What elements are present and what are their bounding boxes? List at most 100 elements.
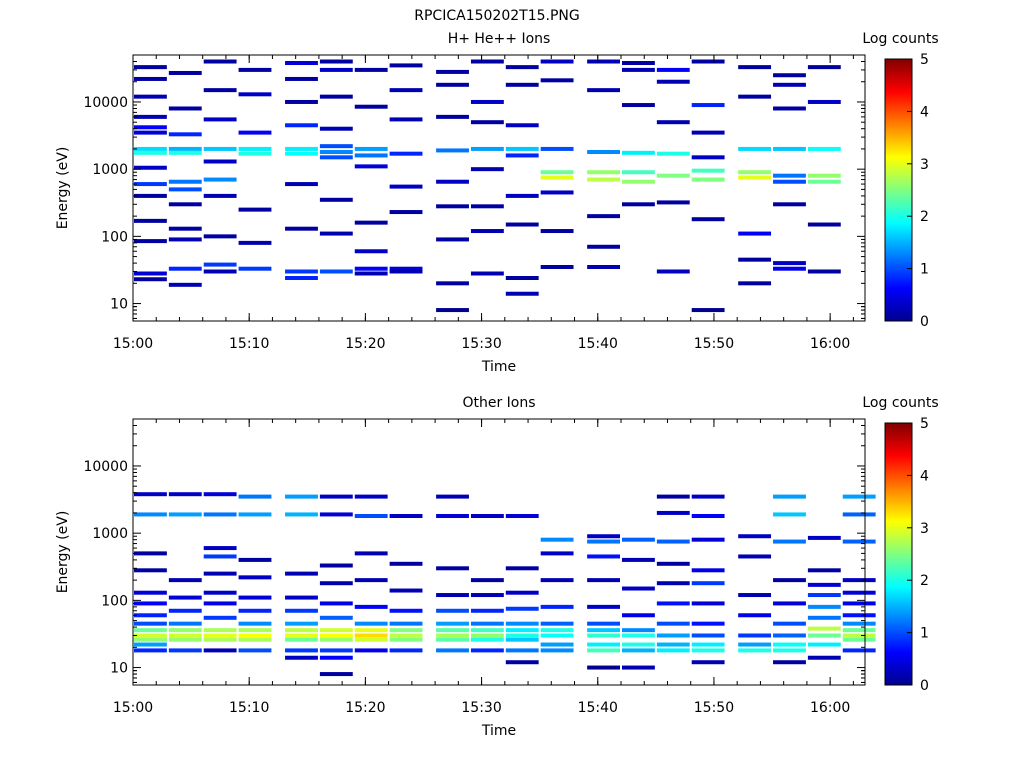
heatmap-cell xyxy=(203,546,237,551)
heatmap-cell xyxy=(168,150,202,155)
heatmap-cell xyxy=(470,167,504,172)
heatmap-cell xyxy=(389,621,423,626)
heatmap-cell xyxy=(285,571,318,576)
heatmap-cell xyxy=(622,103,655,108)
heatmap-cell xyxy=(587,177,620,182)
heatmap-cell xyxy=(319,563,353,568)
heatmap-cell xyxy=(505,65,539,70)
colorbar-label: Log counts xyxy=(862,395,938,411)
colorbar: 0 1 2 3 4 5 Log counts xyxy=(862,31,938,330)
heatmap-cell xyxy=(134,193,167,198)
heatmap-cell xyxy=(285,276,318,281)
heatmap-cell xyxy=(587,604,620,609)
heatmap-cell xyxy=(807,65,841,70)
heatmap-cell xyxy=(168,648,202,653)
heatmap-cell xyxy=(773,621,806,626)
heatmap-cell xyxy=(622,586,655,591)
heatmap-cell xyxy=(168,132,202,137)
heatmap-cell xyxy=(238,494,272,499)
heatmap-cell xyxy=(587,539,620,544)
heatmap-cell xyxy=(319,67,353,72)
heatmap-cell xyxy=(319,633,353,638)
heatmap-cell xyxy=(656,120,690,125)
heatmap-cell xyxy=(203,512,237,517)
heatmap-cell xyxy=(470,514,504,519)
x-tick-label: 15:40 xyxy=(578,700,618,716)
heatmap-cell xyxy=(738,554,772,559)
heatmap-cell xyxy=(773,642,806,647)
heatmap-cell xyxy=(470,648,504,653)
x-tick-label: 15:20 xyxy=(345,700,385,716)
heatmap-cell xyxy=(540,604,574,609)
heatmap-cell xyxy=(134,642,167,647)
heatmap-cell xyxy=(540,578,574,583)
heatmap-cell xyxy=(354,494,388,499)
heatmap-cell xyxy=(436,204,469,209)
heatmap-cell xyxy=(238,628,272,633)
heatmap-cell xyxy=(285,269,318,274)
heatmap-cell xyxy=(238,637,272,642)
heatmap-cell xyxy=(319,581,353,586)
heatmap-cell xyxy=(168,621,202,626)
heatmap-cell xyxy=(238,67,272,72)
panel-h-he-ions: H+ He++ Ions 15:00 15:10 15:20 15:30 15:40 15:… xyxy=(55,31,939,375)
heatmap-cell xyxy=(354,514,388,519)
heatmap-cell xyxy=(436,566,469,571)
heatmap-cell xyxy=(436,494,469,499)
heatmap-cell xyxy=(773,266,806,271)
heatmap-cell xyxy=(285,637,318,642)
heatmap-cell xyxy=(807,593,841,598)
heatmap-cell xyxy=(622,67,655,72)
heatmap-cell xyxy=(134,590,167,595)
heatmap-cell xyxy=(505,291,539,296)
y-tick-label: 10 xyxy=(110,661,128,677)
heatmap-cell xyxy=(622,537,655,542)
heatmap-cell xyxy=(773,633,806,638)
heatmap-cell xyxy=(168,282,202,287)
heatmap-cell xyxy=(505,566,539,571)
heatmap-cell xyxy=(470,204,504,209)
heatmap-cell xyxy=(168,608,202,613)
heatmap-cell xyxy=(134,94,167,99)
heatmap-cell xyxy=(505,660,539,665)
heatmap-cell xyxy=(285,512,318,517)
heatmap-cell xyxy=(238,130,272,135)
colorbar-tick-label: 4 xyxy=(920,468,929,484)
heatmap-cell xyxy=(842,539,876,544)
heatmap-cell xyxy=(203,159,237,164)
heatmap-cell xyxy=(436,637,469,642)
heatmap-cell xyxy=(738,170,772,175)
heatmap-cell xyxy=(354,551,388,556)
x-axis-label: Time xyxy=(481,359,516,375)
y-tick-label: 1000 xyxy=(92,526,128,542)
heatmap-cell xyxy=(203,177,237,182)
heatmap-cell xyxy=(134,239,167,244)
heatmap-cell xyxy=(389,628,423,633)
colorbar-gradient xyxy=(884,58,913,322)
heatmap-cell xyxy=(203,117,237,122)
heatmap-cell xyxy=(203,269,237,274)
x-tick-label: 15:40 xyxy=(578,336,618,352)
x-tick-label: 15:00 xyxy=(113,700,153,716)
heatmap-cell xyxy=(587,214,620,219)
heatmap-cell xyxy=(168,70,202,75)
heatmap-cell xyxy=(285,628,318,633)
colorbar-tick-label: 3 xyxy=(920,521,929,537)
heatmap-cell xyxy=(587,642,620,647)
heatmap-cell xyxy=(587,88,620,93)
heatmap-cell xyxy=(436,82,469,87)
heatmap-cell xyxy=(773,601,806,606)
figure-title: RPCICA150202T15.PNG xyxy=(414,8,579,24)
heatmap-cell xyxy=(436,114,469,119)
heatmap-cell xyxy=(168,179,202,184)
colorbar-tick-label: 5 xyxy=(920,52,929,68)
heatmap-cell xyxy=(319,637,353,642)
heatmap-cell xyxy=(773,494,806,499)
heatmap-cell xyxy=(773,202,806,207)
heatmap-cell xyxy=(773,173,806,178)
heatmap-cell xyxy=(622,170,655,175)
colorbar-tick-label: 5 xyxy=(920,416,929,432)
heatmap-cell xyxy=(622,665,655,670)
heatmap-cell xyxy=(238,512,272,517)
heatmap-cell xyxy=(134,76,167,81)
